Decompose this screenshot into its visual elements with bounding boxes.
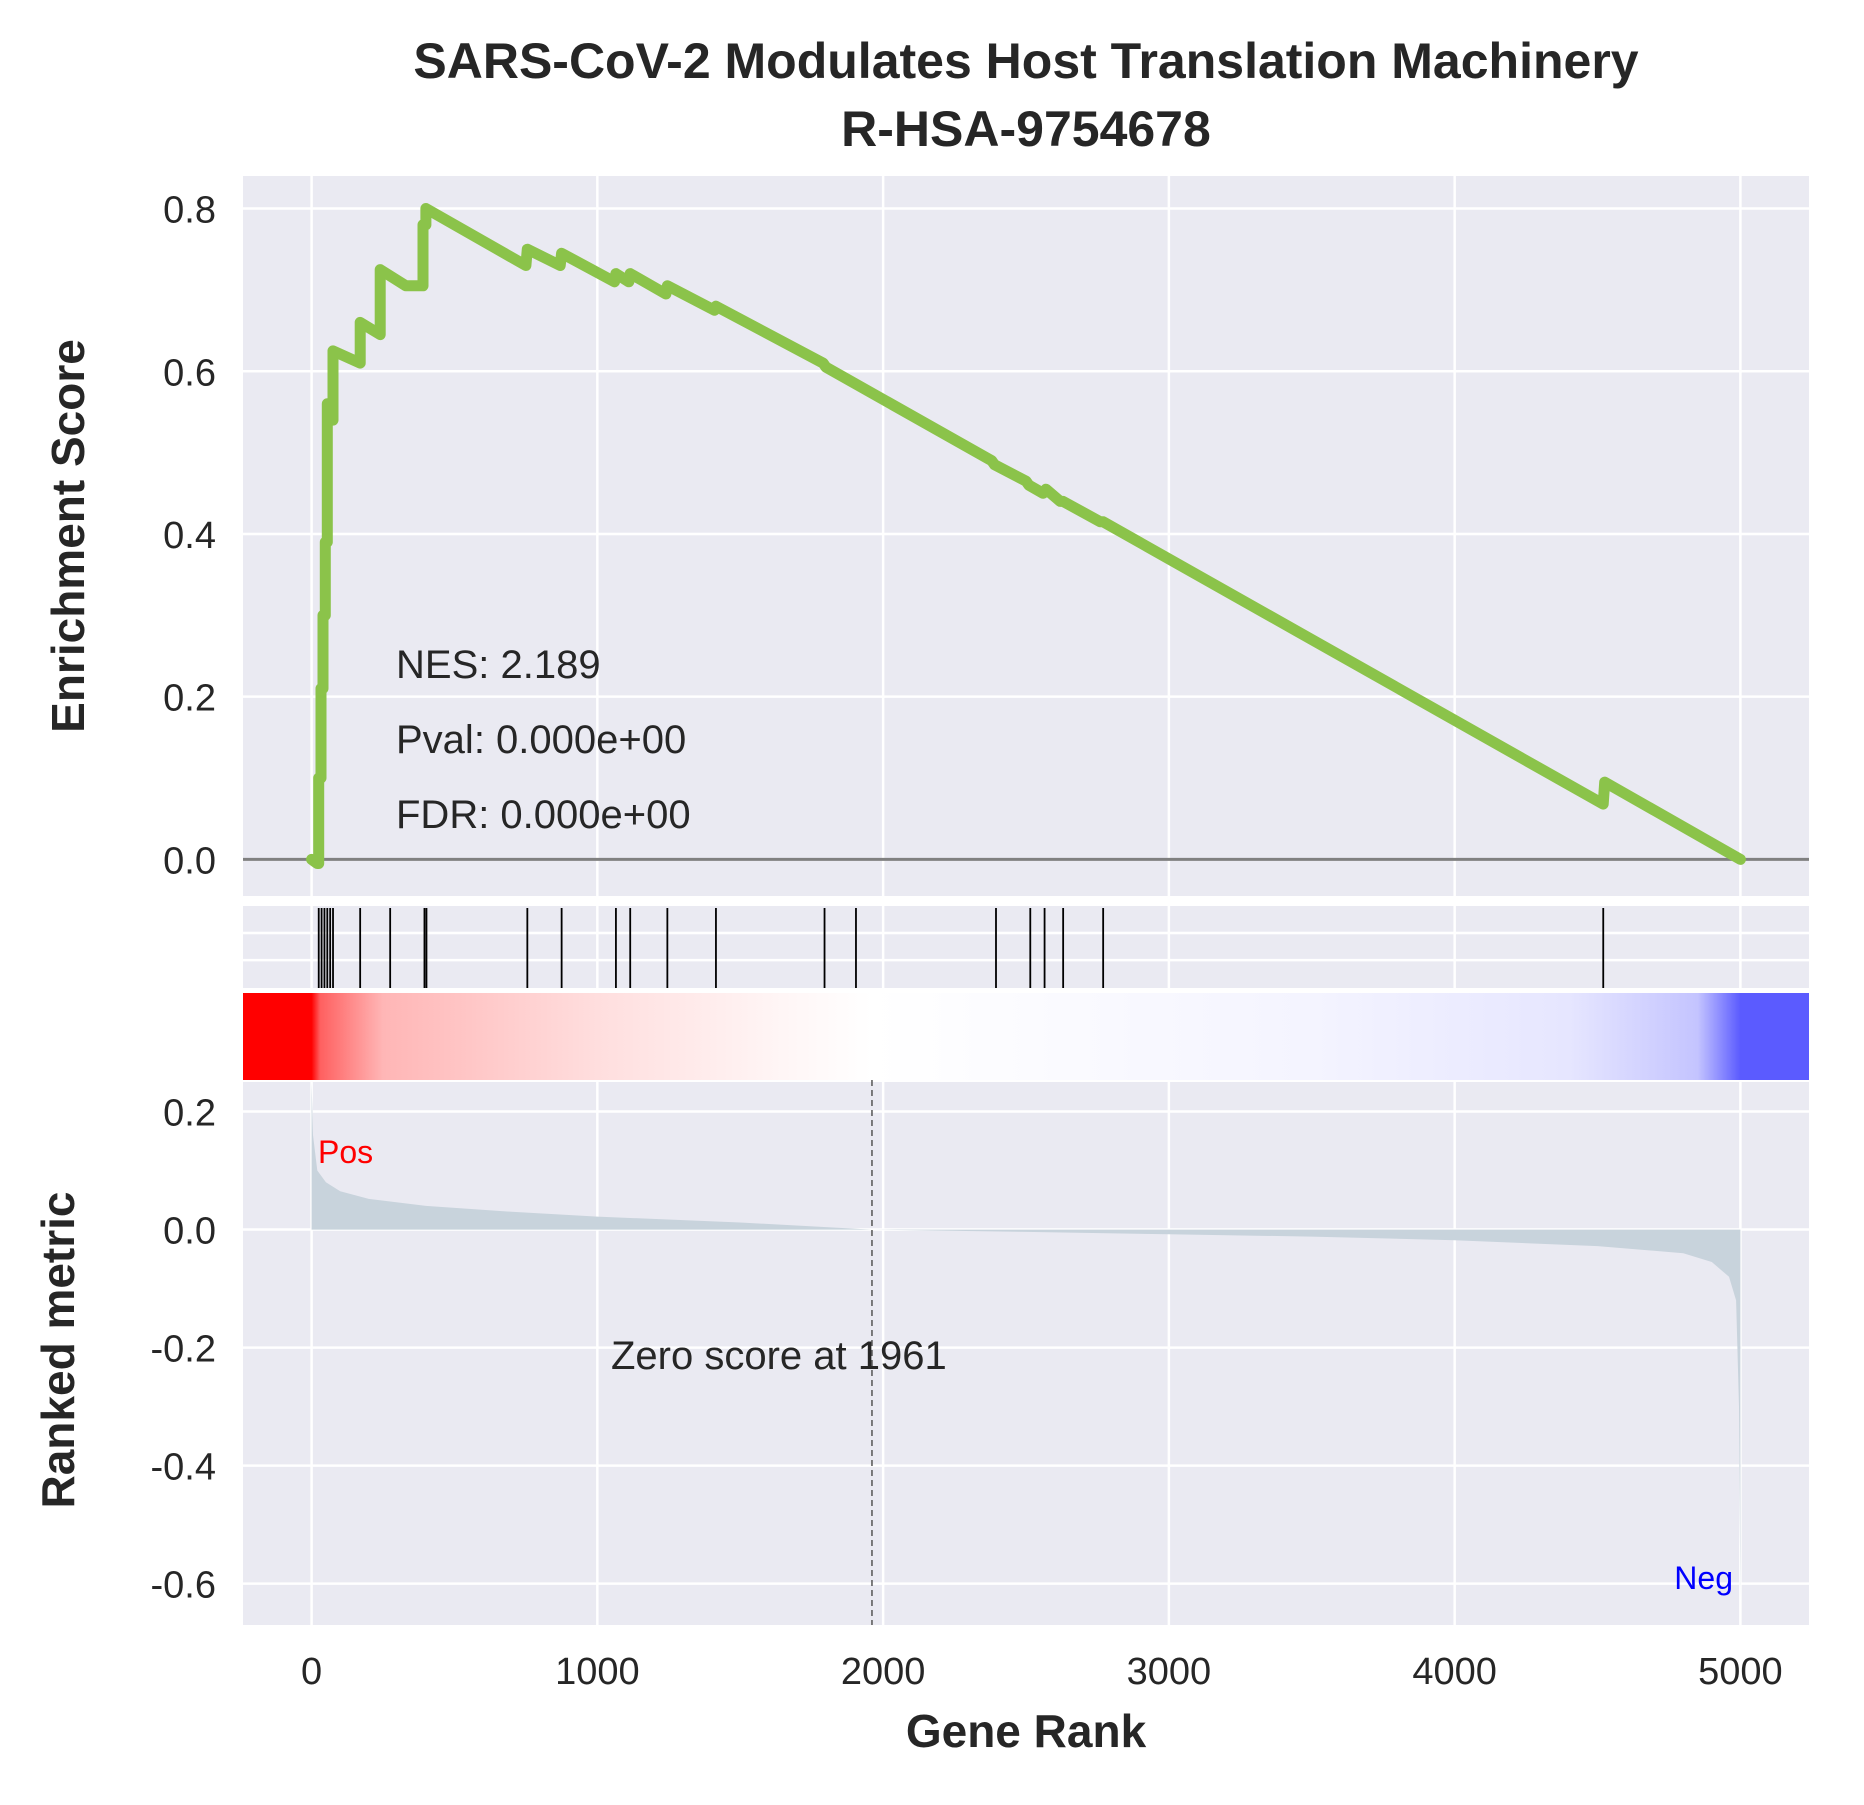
neg-label: Neg — [1674, 1560, 1733, 1596]
enrichment-y-tick-label: 0.4 — [163, 515, 216, 557]
x-axis-ticks: 0 1000 2000 3000 4000 5000 — [301, 1651, 1783, 1693]
enrichment-y-ticks: 0.0 0.2 0.4 0.6 0.8 — [163, 190, 216, 883]
ranked-metric-y-ticks: 0.2 0.0 -0.2 -0.4 -0.6 — [151, 1093, 216, 1607]
chart-subtitle: R-HSA-9754678 — [841, 101, 1211, 157]
chart-title: SARS-CoV-2 Modulates Host Translation Ma… — [413, 33, 1638, 89]
x-tick-label: 2000 — [841, 1651, 926, 1693]
x-tick-label: 0 — [301, 1651, 322, 1693]
enrichment-score-line — [306, 203, 1746, 869]
x-tick-label: 1000 — [555, 1651, 640, 1693]
enrichment-y-tick-label: 0.8 — [163, 190, 216, 232]
ranked-metric-y-tick-label: -0.4 — [151, 1447, 216, 1489]
nes-annotation: NES: 2.189 — [396, 643, 601, 687]
x-axis-label: Gene Rank — [906, 1705, 1147, 1757]
enrichment-y-axis-label: Enrichment Score — [42, 339, 94, 733]
enrichment-y-tick-label: 0.6 — [163, 352, 216, 394]
pos-label: Pos — [318, 1134, 373, 1170]
x-tick-label: 5000 — [1698, 1651, 1783, 1693]
fdr-annotation: FDR: 0.000e+00 — [396, 793, 691, 837]
hit-markers — [317, 908, 1605, 988]
ranked-metric-grid — [243, 1082, 1809, 1625]
x-tick-label: 4000 — [1412, 1651, 1497, 1693]
hits-grid — [243, 906, 1809, 988]
pval-annotation: Pval: 0.000e+00 — [396, 718, 686, 762]
ranked-metric-y-tick-label: 0.2 — [163, 1093, 216, 1135]
ranked-metric-y-tick-label: -0.2 — [151, 1329, 216, 1371]
enrichment-y-tick-label: 0.2 — [163, 678, 216, 720]
ranked-metric-y-tick-label: 0.0 — [163, 1211, 216, 1253]
ranked-metric-y-tick-label: -0.6 — [151, 1565, 216, 1607]
zero-score-annotation: Zero score at 1961 — [611, 1334, 947, 1378]
hits-panel-background — [243, 906, 1809, 988]
ranked-metric-y-axis-label: Ranked metric — [32, 1191, 84, 1508]
ranked-metric-panel-background — [243, 1082, 1809, 1625]
x-tick-label: 3000 — [1127, 1651, 1212, 1693]
rank-heatmap-bar — [243, 993, 1809, 1080]
enrichment-y-tick-label: 0.0 — [163, 840, 216, 882]
